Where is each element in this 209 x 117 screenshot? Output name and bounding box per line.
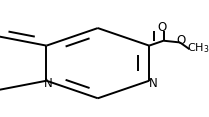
Text: N: N xyxy=(149,77,158,90)
Text: CH$_3$: CH$_3$ xyxy=(187,41,209,55)
Text: O: O xyxy=(176,34,186,47)
Text: O: O xyxy=(157,21,166,35)
Text: N: N xyxy=(44,77,53,90)
